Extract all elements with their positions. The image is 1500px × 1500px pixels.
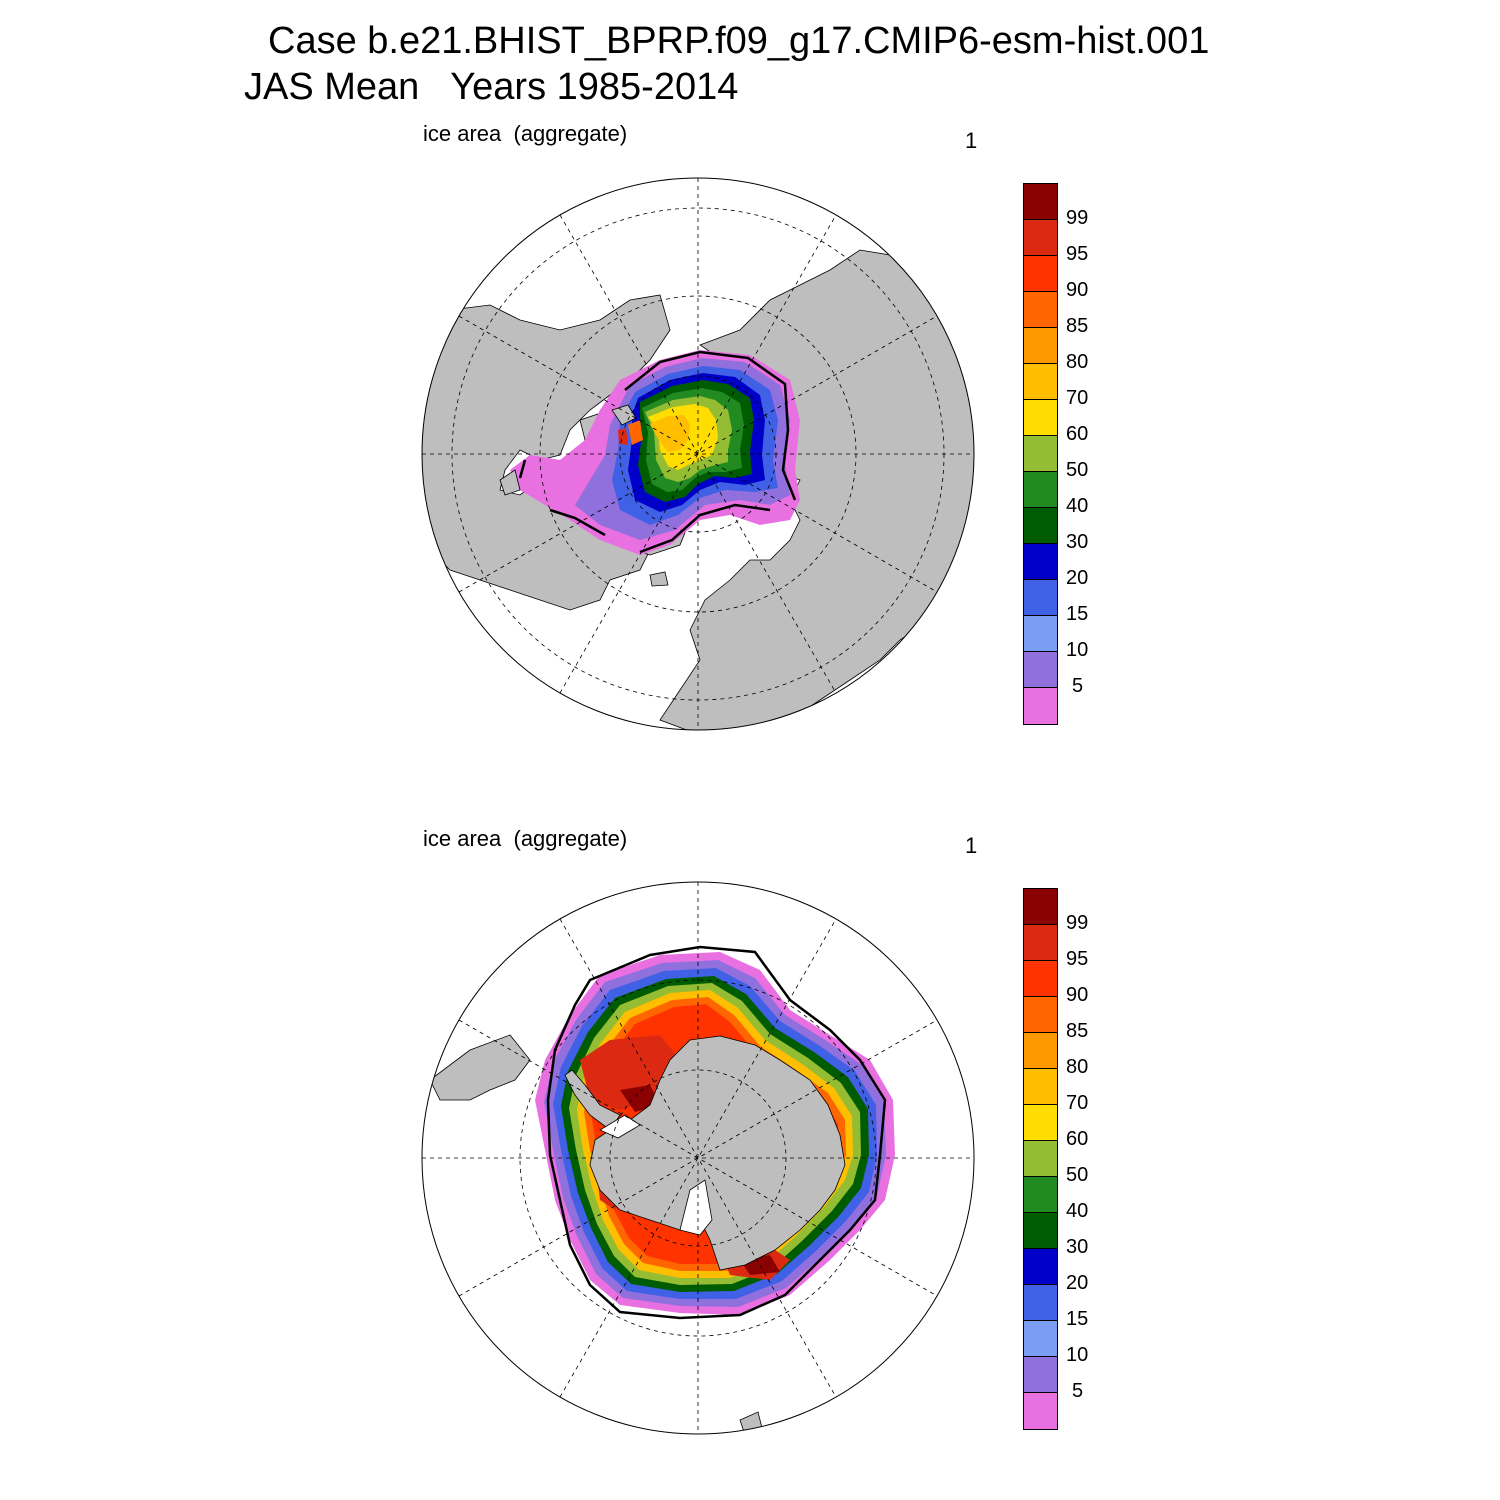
colorbar-swatch xyxy=(1024,889,1057,925)
colorbar-tick-label: 30 xyxy=(1066,531,1089,553)
colorbar-tick-label: 95 xyxy=(1066,243,1089,265)
colorbar-tick-label: 70 xyxy=(1066,387,1089,409)
colorbar-swatch xyxy=(1024,184,1057,220)
colorbar-swatch xyxy=(1024,364,1057,400)
colorbar-tick-label: 60 xyxy=(1066,423,1089,445)
colorbar-tick-label: 50 xyxy=(1066,459,1089,481)
colorbar-swatch xyxy=(1024,508,1057,544)
colorbar-tick-label: 15 xyxy=(1066,1308,1089,1330)
colorbar-swatch xyxy=(1024,220,1057,256)
colorbar-tick-label: 80 xyxy=(1066,351,1089,373)
colorbar-swatch xyxy=(1024,400,1057,436)
colorbar-tick-label: 85 xyxy=(1066,1020,1089,1042)
figure-title-line1: Case b.e21.BHIST_BPRP.f09_g17.CMIP6-esm-… xyxy=(268,20,1210,62)
colorbar-swatch xyxy=(1024,1321,1057,1357)
colorbar-swatch xyxy=(1024,1141,1057,1177)
colorbar-swatch xyxy=(1024,688,1057,724)
colorbar-tick-label: 70 xyxy=(1066,1092,1089,1114)
colorbar-swatch xyxy=(1024,328,1057,364)
colorbar-tick-label: 90 xyxy=(1066,984,1089,1006)
colorbar-tick-label: 60 xyxy=(1066,1128,1089,1150)
colorbar-swatch xyxy=(1024,1393,1057,1429)
colorbar-swatch xyxy=(1024,1357,1057,1393)
south-unit-label: 1 xyxy=(965,833,978,858)
colorbar-swatch xyxy=(1024,616,1057,652)
colorbar-swatch xyxy=(1024,1177,1057,1213)
colorbar-tick-label: 5 xyxy=(1072,1380,1084,1402)
colorbar-swatch xyxy=(1024,292,1057,328)
south-colorbar xyxy=(1023,888,1058,1430)
colorbar-swatch xyxy=(1024,580,1057,616)
south-panel-label: ice area (aggregate) xyxy=(423,826,628,851)
colorbar-swatch xyxy=(1024,1069,1057,1105)
colorbar-tick-label: 20 xyxy=(1066,567,1089,589)
colorbar-tick-label: 90 xyxy=(1066,279,1089,301)
colorbar-swatch xyxy=(1024,1213,1057,1249)
colorbar-swatch xyxy=(1024,652,1057,688)
colorbar-tick-label: 99 xyxy=(1066,912,1089,934)
colorbar-tick-label: 80 xyxy=(1066,1056,1089,1078)
south-polar-map xyxy=(421,881,975,1435)
colorbar-tick-label: 99 xyxy=(1066,207,1089,229)
south-america-landmass xyxy=(429,1034,531,1101)
colorbar-swatch xyxy=(1024,472,1057,508)
figure-title-line2: JAS Mean Years 1985-2014 xyxy=(244,66,739,108)
north-unit-label: 1 xyxy=(965,128,978,153)
colorbar-tick-label: 30 xyxy=(1066,1236,1089,1258)
colorbar-swatch xyxy=(1024,1033,1057,1069)
colorbar-tick-label: 50 xyxy=(1066,1164,1089,1186)
colorbar-tick-label: 85 xyxy=(1066,315,1089,337)
colorbar-tick-label: 10 xyxy=(1066,1344,1089,1366)
colorbar-swatch xyxy=(1024,961,1057,997)
colorbar-tick-label: 95 xyxy=(1066,948,1089,970)
colorbar-tick-label: 20 xyxy=(1066,1272,1089,1294)
colorbar-swatch xyxy=(1024,436,1057,472)
colorbar-tick-label: 40 xyxy=(1066,1200,1089,1222)
colorbar-swatch xyxy=(1024,1249,1057,1285)
colorbar-swatch xyxy=(1024,1105,1057,1141)
colorbar-swatch xyxy=(1024,544,1057,580)
colorbar-tick-label: 40 xyxy=(1066,495,1089,517)
colorbar-tick-label: 10 xyxy=(1066,639,1089,661)
colorbar-tick-label: 15 xyxy=(1066,603,1089,625)
north-polar-map xyxy=(421,177,975,731)
north-colorbar xyxy=(1023,183,1058,725)
colorbar-swatch xyxy=(1024,256,1057,292)
colorbar-swatch xyxy=(1024,925,1057,961)
colorbar-swatch xyxy=(1024,1285,1057,1321)
colorbar-swatch xyxy=(1024,997,1057,1033)
colorbar-tick-label: 5 xyxy=(1072,675,1084,697)
north-panel-label: ice area (aggregate) xyxy=(423,121,628,146)
